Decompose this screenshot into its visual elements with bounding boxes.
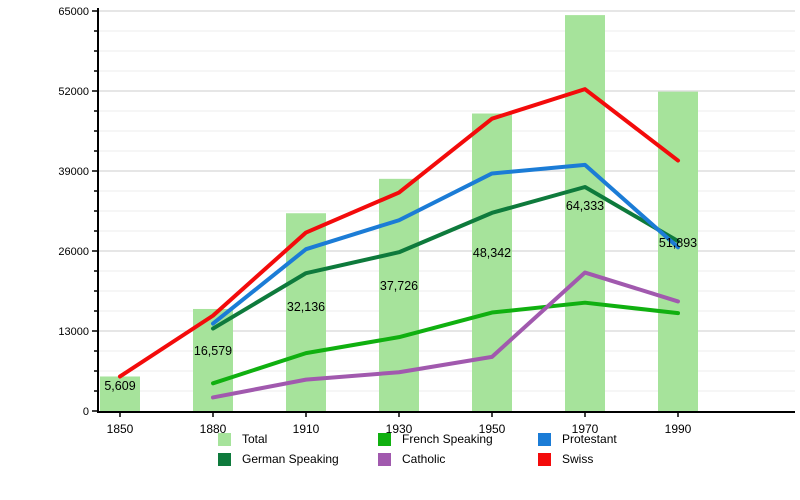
bar-1970 xyxy=(565,15,605,412)
line-catholic xyxy=(211,270,680,400)
line-french-speaking xyxy=(211,300,680,386)
x-tick-label: 1850 xyxy=(107,422,134,436)
x-tick-label: 1950 xyxy=(479,422,506,436)
line-german-speaking xyxy=(211,185,680,331)
y-tick-label: 39000 xyxy=(58,166,89,178)
y-tick-label: 0 xyxy=(83,406,89,418)
line-swiss xyxy=(118,87,680,379)
bar-1950 xyxy=(472,113,512,411)
y-tick-label: 26000 xyxy=(58,246,89,258)
bar-value-label: 64,333 xyxy=(566,199,604,213)
x-tick-label: 1990 xyxy=(665,422,692,436)
x-tick-label: 1880 xyxy=(200,422,227,436)
bar-1990 xyxy=(658,91,698,412)
bar-value-label: 32,136 xyxy=(287,300,325,314)
x-tick-label: 1930 xyxy=(386,422,413,436)
bar-value-label: 16,579 xyxy=(194,344,232,358)
bar-value-label: 51,893 xyxy=(659,236,697,250)
bar-1850 xyxy=(100,376,140,411)
y-tick-label: 65000 xyxy=(58,6,89,18)
x-tick-label: 1910 xyxy=(293,422,320,436)
y-tick-label: 13000 xyxy=(58,326,89,338)
y-tick-label: 52000 xyxy=(58,86,89,98)
x-tick-label: 1970 xyxy=(572,422,599,436)
bar-value-label: 5,609 xyxy=(104,379,135,393)
line-protestant xyxy=(211,162,680,326)
bar-value-label: 48,342 xyxy=(473,246,511,260)
bar-value-label: 37,726 xyxy=(380,279,418,293)
